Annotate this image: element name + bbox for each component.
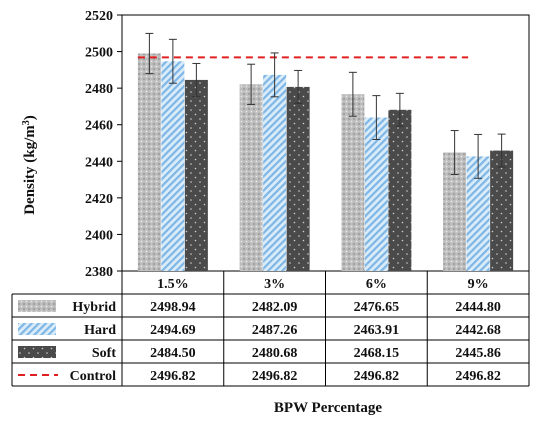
bar-hybrid-2 (239, 84, 263, 272)
y-tick-label: 2500 (85, 46, 113, 61)
legend-swatch-hybrid (18, 300, 56, 312)
data-label: 2498.94 (150, 300, 196, 315)
data-label: 2480.68 (252, 346, 298, 361)
legend-label-hard: Hard (84, 323, 116, 338)
bar-hybrid-1 (137, 53, 161, 271)
data-label: 2496.82 (354, 369, 400, 384)
legend-label-hybrid: Hybrid (72, 300, 116, 315)
bar-hard-1 (161, 61, 185, 271)
legend-swatch-soft (18, 346, 56, 358)
y-tick-label: 2520 (85, 9, 113, 24)
data-label: 2487.26 (252, 323, 298, 338)
bar-group (137, 53, 514, 272)
data-label: 2476.65 (354, 300, 400, 315)
bar-hybrid-3 (341, 94, 365, 271)
error-bars (145, 32, 506, 179)
data-label: 2445.86 (455, 346, 501, 361)
data-label: 2496.82 (252, 369, 298, 384)
y-tick-label: 2400 (85, 228, 113, 243)
data-label: 2442.68 (455, 323, 501, 338)
data-label: 2444.80 (455, 300, 501, 315)
y-axis-label: Density (kg/m3) (21, 115, 38, 215)
data-label: 2494.69 (150, 323, 196, 338)
x-tick-label: 9% (468, 277, 489, 292)
bar-hybrid-4 (443, 152, 467, 271)
y-tick-label: 2440 (85, 155, 113, 170)
bar-hard-3 (364, 117, 388, 271)
legend-swatch-hard (18, 323, 56, 335)
bar-hard-2 (263, 74, 287, 271)
y-axis: 2380 2400 2420 2440 2460 2480 2500 2520 (85, 9, 122, 280)
x-axis-label: BPW Percentage (274, 400, 383, 416)
x-tick-label: 6% (366, 277, 387, 292)
data-label: 2496.82 (455, 369, 501, 384)
y-tick-label: 2460 (85, 119, 113, 134)
legend-label-soft: Soft (92, 346, 116, 361)
y-tick-label: 2480 (85, 82, 113, 97)
legend-label-control: Control (70, 369, 117, 384)
x-tick-label: 3% (264, 277, 285, 292)
data-table: 1.5% 3% 6% 9% Hybrid 2498.94 2482.09 2476.65 244… (11, 271, 530, 387)
y-tick-label: 2420 (85, 192, 113, 207)
x-tick-label: 1.5% (157, 277, 189, 292)
data-label: 2484.50 (150, 346, 196, 361)
bar-soft-2 (286, 86, 310, 271)
data-label: 2482.09 (252, 300, 298, 315)
data-label: 2468.15 (354, 346, 400, 361)
data-label: 2496.82 (150, 369, 196, 384)
bar-soft-4 (490, 150, 514, 271)
y-tick-label: 2380 (85, 265, 113, 280)
bar-hard-4 (466, 156, 490, 271)
bar-soft-3 (388, 109, 412, 271)
data-label: 2463.91 (354, 323, 400, 338)
bar-soft-1 (184, 79, 208, 272)
